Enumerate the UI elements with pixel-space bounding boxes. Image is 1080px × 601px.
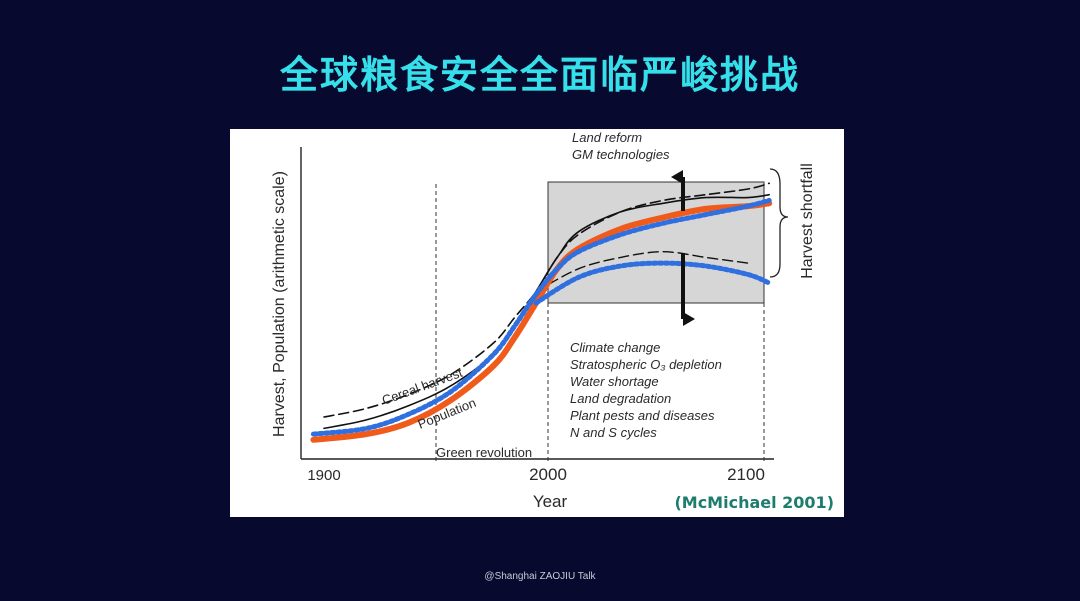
series-line-population (323, 193, 770, 430)
y-axis-label: Harvest, Population (arithmetic scale) (271, 171, 288, 437)
annotation-pests-diseases: Plant pests and diseases (570, 408, 715, 423)
slide-title: 全球粮食安全全面临严峻挑战 (279, 53, 800, 97)
annotation-n-s-cycles: N and S cycles (570, 425, 657, 440)
series-line-orange (310, 200, 773, 443)
x-axis-label: Year (533, 492, 568, 511)
annotation-climate-change: Climate change (570, 340, 660, 355)
annotation-ozone-depletion: Stratospheric O₃ depletion (570, 357, 722, 372)
series-line-shortfall (535, 250, 749, 293)
chart-svg: 1900 2000 2100 Year Harvest, Population … (271, 130, 834, 512)
annotation-gm-technologies: GM technologies (572, 147, 670, 162)
citation: (McMichael 2001) (674, 493, 834, 512)
series-layer (310, 182, 773, 443)
chart-figure: 1900 2000 2100 Year Harvest, Population … (230, 129, 844, 517)
series-line-blue-upper (310, 197, 772, 437)
harvest-shortfall-brace (769, 168, 789, 278)
x-tick-label-2100: 2100 (727, 465, 765, 484)
x-tick-label-2000: 2000 (529, 465, 567, 484)
harvest-shortfall-label: Harvest shortfall (799, 163, 816, 279)
annotation-land-reform: Land reform (572, 130, 642, 145)
series-line-blue-lower (533, 260, 772, 306)
x-tick-label-1900: 1900 (307, 467, 340, 484)
annotation-land-degradation: Land degradation (570, 391, 671, 406)
green-revolution-label: Green revolution (436, 445, 532, 460)
projection-box (547, 181, 765, 304)
annotation-water-shortage: Water shortage (570, 374, 659, 389)
footer-credit: @Shanghai ZAOJIU Talk (484, 571, 596, 582)
